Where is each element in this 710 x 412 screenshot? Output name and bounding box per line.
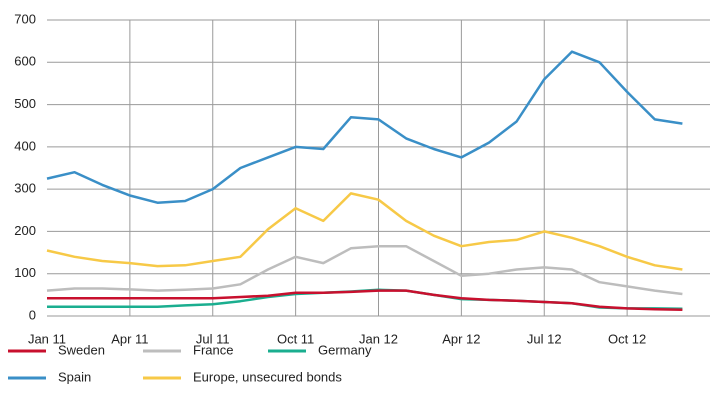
series-line [46,244,683,296]
y-tick-label: 200 [14,223,36,238]
y-tick-label: 0 [29,307,36,322]
y-tick-label: 300 [14,181,36,196]
x-tick-label: Jan 12 [359,331,398,346]
legend-label: Spain [58,369,91,384]
legend-label: Sweden [58,342,105,357]
legend-label: Germany [318,342,372,357]
x-tick-label: Apr 11 [111,331,148,346]
series-line [47,289,683,311]
y-tick-label: 700 [14,11,36,26]
y-tick-label: 400 [14,138,36,153]
x-tick-label: Oct 11 [277,331,314,346]
y-tick-label: 600 [14,54,36,69]
series-line [46,192,683,271]
legend-label: Europe, unsecured bonds [193,369,342,384]
x-tick-label: Jul 11 [196,331,230,346]
x-tick-label: Jul 12 [527,331,562,346]
legend-label: France [193,342,233,357]
x-tick-label: Oct 12 [608,331,646,346]
y-tick-label: 100 [14,265,36,280]
x-tick-label: Apr 12 [442,331,480,346]
y-tick-label: 500 [14,96,36,111]
series-line [46,50,683,204]
x-tick-label: Jan 11 [28,331,66,346]
